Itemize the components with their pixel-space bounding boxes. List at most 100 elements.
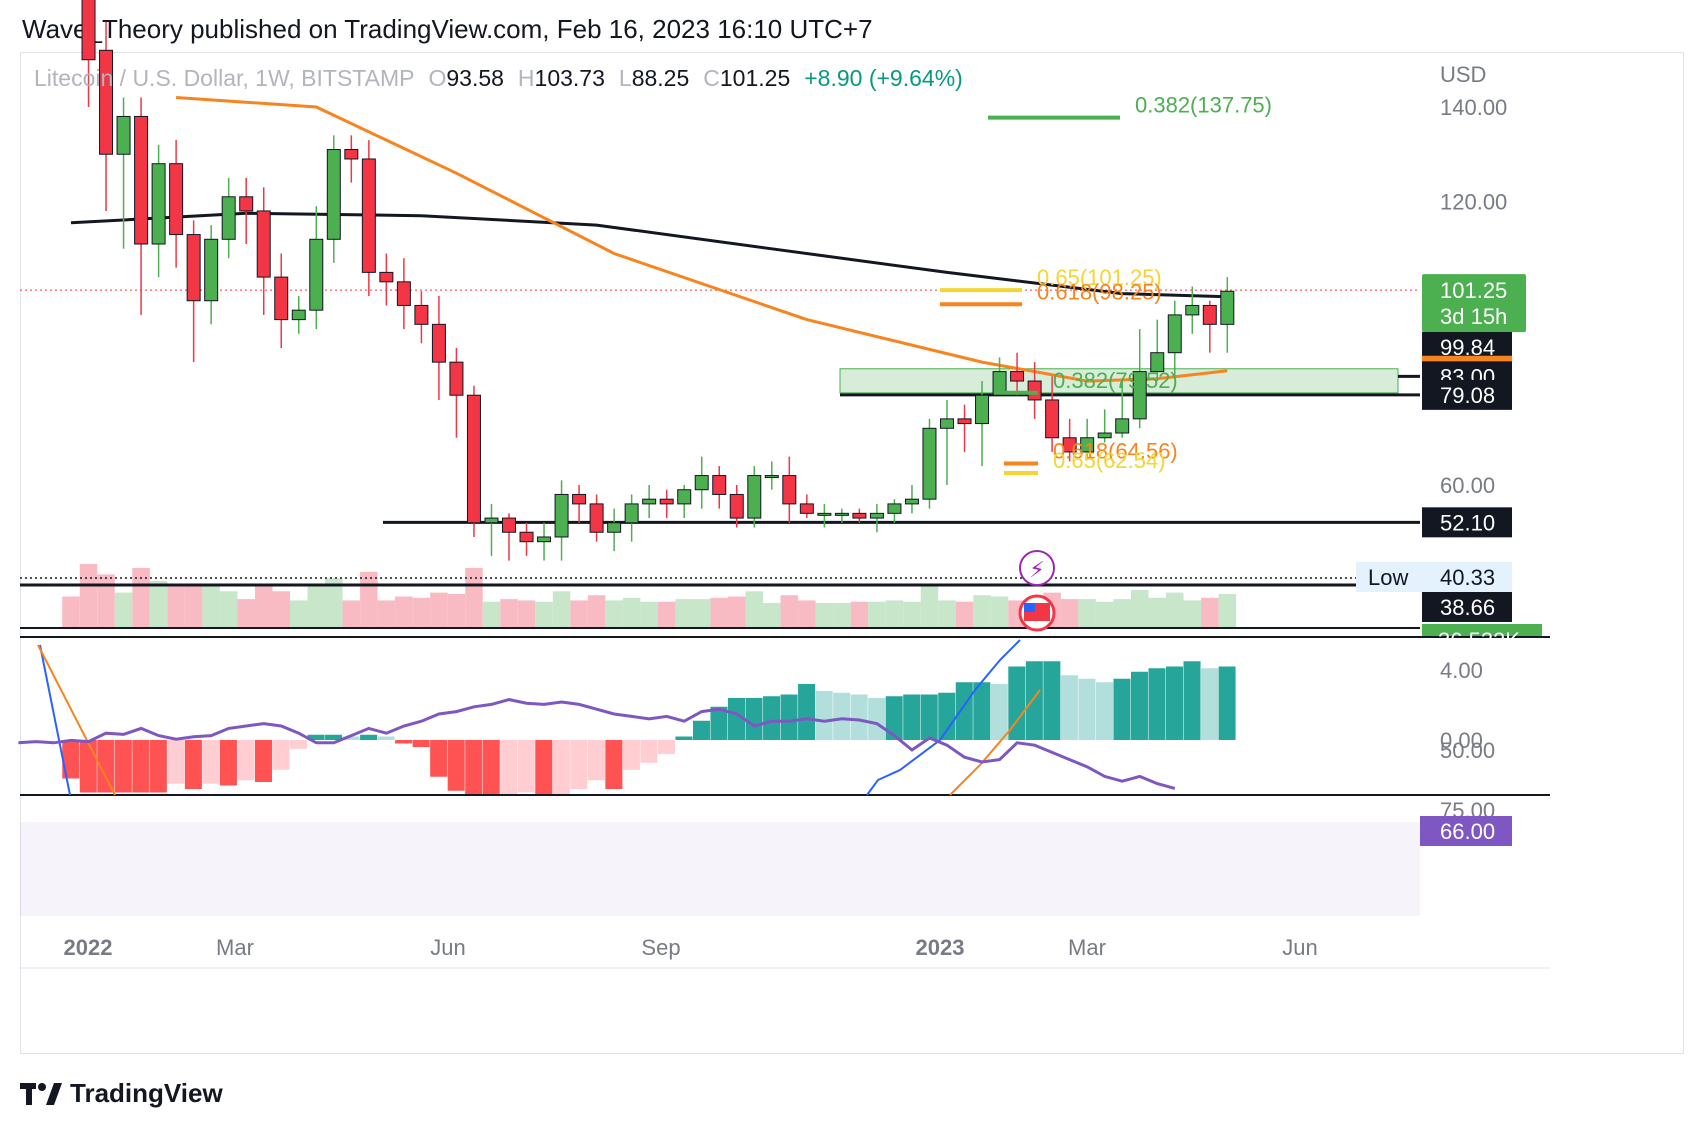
time-tick: Jun [1282,935,1317,960]
volume-bar [570,600,588,628]
macd-histogram-bar [447,740,465,791]
candle-body [81,0,96,61]
macd-histogram-bar [552,740,570,794]
macd-histogram-bar [307,734,325,740]
price-tick: 120.00 [1440,190,1507,215]
volume-bar [640,601,658,628]
bar-countdown: 3d 15h [1440,304,1507,329]
candle-body [256,210,271,278]
candle-body [466,394,481,524]
volume-bar [657,601,676,628]
candle-body [817,512,832,516]
candle-body [361,158,376,273]
price-label-tag [1422,379,1512,410]
macd-histogram-bar [1218,666,1236,740]
volume-bar [938,600,956,628]
time-tick: Mar [216,935,254,960]
candle-body [1115,418,1130,434]
macd-histogram-bar [605,740,623,789]
macd-line-left [39,644,71,796]
publisher-header: Wave_Theory published on TradingView.com… [22,14,873,44]
macd-histogram-bar [1148,668,1166,740]
volume-bar [184,584,203,628]
volume-bar [728,596,746,628]
volume-bar [114,592,133,628]
volume-bar [587,595,606,628]
tradingview-logo-icon [20,1081,62,1107]
macd-histogram-bar [710,706,728,740]
macd-histogram-bar [342,736,360,740]
macd-tick: 0.00 [1440,728,1483,753]
volume-bar [990,596,1009,628]
candle-body [1202,304,1217,325]
candle-body [449,361,464,396]
symbol-name: Litecoin / U.S. Dollar, 1W, BITSTAMP [34,65,414,91]
macd-histogram-bar [780,694,798,740]
volume-bar [360,571,378,628]
macd-histogram-bar [1043,661,1061,740]
volume-bar [692,599,711,628]
candle-body [1045,399,1060,439]
macd-histogram-bar [885,696,903,740]
macd-histogram-bar [1095,682,1113,740]
candle-body [747,475,762,519]
volume-bar [149,580,168,628]
volume-bar [1166,592,1184,628]
macd-histogram-bar [675,736,693,740]
macd-histogram-bar [482,740,500,794]
candle-body [642,498,657,505]
volume-bar [605,600,623,628]
fib-level-label: 0.382(79.52) [1053,368,1178,393]
candle-body [1062,437,1077,453]
close-value: 101.25 [720,65,790,91]
candle-body [1150,352,1165,373]
candle-body [274,276,289,321]
candle-body [1097,432,1112,439]
macd-histogram-bar [920,694,938,740]
macd-histogram-bar [1113,678,1131,740]
candle-body [712,475,727,495]
ma-200-line [70,211,1228,299]
candle-body [134,115,149,245]
macd-histogram-bar [500,740,518,794]
fib-level-label: 0.618(98.25) [1037,279,1162,304]
candle-body [834,512,849,516]
macd-histogram-bar [745,698,763,740]
volume-bar [868,601,886,628]
macd-histogram-bar [1060,675,1078,740]
volume-bar [798,600,816,628]
macd-histogram-bar [149,740,167,793]
volume-bar [1183,600,1202,628]
macd-histogram-bar [903,694,921,740]
macd-histogram-bar [938,692,956,740]
support-zone-box [839,368,1399,394]
macd-histogram-bar [219,740,237,786]
candle-body [537,536,552,543]
lightning-glyph-icon: ⚡ [1029,558,1044,583]
rsi-tick: 50.00 [1440,738,1495,763]
macd-histogram-bar [570,740,588,789]
volume-bar [202,586,220,628]
candle-body [852,512,867,519]
volume-bar [325,578,343,628]
macd-histogram-bar [184,740,202,789]
high-value: 103.73 [535,65,605,91]
macd-histogram-bar [622,740,640,770]
time-tick: 2022 [64,935,113,960]
volume-bar [465,567,483,628]
volume-bar [272,591,290,628]
volume-bar [132,567,150,628]
candle-body [151,163,166,245]
macd-histogram-bar [763,696,781,740]
lightning-event-icon [1019,550,1055,586]
volume-bar [167,583,185,628]
macd-histogram-bar [815,691,833,740]
macd-histogram-bar [657,740,675,754]
time-tick: Jun [430,935,465,960]
candle-body [1132,371,1147,420]
signal-line-left [37,644,116,796]
tradingview-footer[interactable]: TradingView [20,1078,223,1109]
volume-bar [1130,590,1149,628]
low-label-name: Low [1368,565,1408,590]
